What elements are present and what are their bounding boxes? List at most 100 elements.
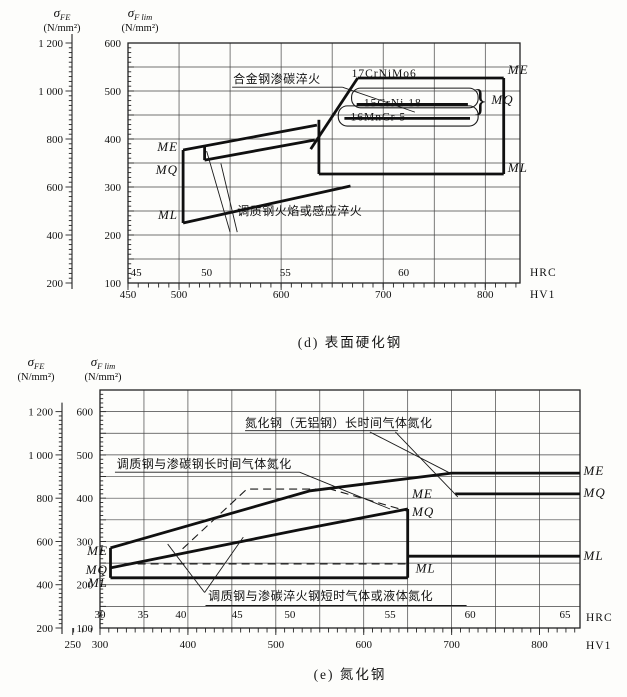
grade-label-MQ: MQ: [490, 92, 513, 107]
hv-tick-label: 800: [531, 639, 548, 651]
flim-tick-label: 400: [105, 134, 122, 146]
qt-ml-line-series: [182, 184, 351, 225]
axis-unit-label: (N/mm²): [122, 23, 159, 34]
axis-unit-label: (N/mm²): [18, 372, 55, 383]
flim-tick-label: 500: [77, 450, 94, 462]
grade-label-MQ: MQ: [411, 504, 434, 519]
hv-tick-label: 300: [92, 639, 109, 651]
hrc-tick-label: 30: [95, 609, 107, 621]
grade-label-ML: ML: [157, 207, 178, 222]
hv-tick-label: 400: [180, 639, 197, 651]
axis-unit-label: (N/mm²): [44, 23, 81, 34]
me-line-series: [110, 471, 580, 550]
carb-anno-leader: [342, 86, 416, 113]
hv-tick-label: 800: [477, 289, 494, 301]
fe-tick-label: 600: [47, 182, 64, 194]
short-nitride-anno-text: 调质钢与渗碳淬火钢短时气体或液体氮化: [208, 588, 433, 603]
grade-label-ME: ME: [583, 463, 605, 478]
fe-tick-label: 1 000: [28, 450, 53, 462]
mq-group-brace: }: [473, 82, 488, 118]
fe-tick-label: 1 200: [38, 38, 63, 50]
flim-tick-label: 400: [77, 493, 94, 505]
hv-tick-label: 600: [355, 639, 372, 651]
hrc-tick-label: 65: [560, 609, 572, 621]
hv-tick-label: 500: [171, 289, 188, 301]
hrc-axis-name: HRC: [586, 612, 613, 624]
hrc-axis-name: HRC: [530, 267, 557, 279]
grade-label-MQ: MQ: [583, 485, 606, 500]
fe-tick-label: 800: [47, 134, 64, 146]
hrc-tick-label: 60: [398, 267, 410, 279]
axis-unit-label: (N/mm²): [85, 372, 122, 383]
fe-tick-label: 1 200: [28, 407, 53, 419]
qt-anno-leader: [206, 150, 231, 233]
fe-tick-label: 200: [47, 278, 64, 290]
hv-tick-label: 600: [273, 289, 290, 301]
qt-anno-text: 调质钢火焰或感应淬火: [237, 203, 362, 218]
hrc-tick-label: 35: [138, 609, 150, 621]
hrc-tick-label: 45: [232, 609, 244, 621]
nitriding-steel-anno-leader: [369, 431, 452, 475]
qt-long-nitride-anno-text: 调质钢与渗碳钢长时间气体氮化: [117, 456, 292, 471]
hrc-tick-label: 45: [131, 267, 143, 279]
flim-axis-title: σF lim: [91, 354, 116, 371]
grade-label-MQ: MQ: [85, 562, 108, 577]
qt-anno-leader: [220, 163, 238, 233]
flim-tick-label: 300: [105, 182, 122, 194]
caption-chart-d: (d) 表面硬化钢: [297, 335, 403, 350]
hrc-tick-label: 60: [465, 609, 477, 621]
box-15crni18: [351, 87, 479, 109]
grade-label-ME: ME: [156, 139, 178, 154]
chart-d: 600 500 400 300 200 100 1 200 1 000 800 600 400 200…: [38, 5, 557, 301]
caption-chart-e: (e) 氮化钢: [313, 667, 387, 682]
flim-tick-label: 600: [105, 38, 122, 50]
hrc-tick-label: 50: [201, 267, 213, 279]
hv-tick-label: 250: [64, 639, 81, 651]
plot-border: [99, 389, 581, 629]
hrc-tick-label: 55: [385, 609, 397, 621]
grade-label-17CrNiMo6: 17CrNiMo6: [352, 68, 417, 80]
qt-long-nitride-anno-leader: [299, 471, 391, 510]
fe-tick-label: 400: [47, 230, 64, 242]
flim-axis-title: σF lim: [128, 5, 153, 22]
mq-rise-line-series: [110, 507, 408, 570]
chart-e: 600 500 400 300 200 100 1 200 1 000 800 600 400 200…: [18, 354, 613, 652]
hrc-tick-label: 40: [175, 609, 187, 621]
hrc-tick-label: 50: [284, 609, 296, 621]
grade-label-ML: ML: [87, 575, 108, 590]
grade-label-ME: ME: [411, 486, 433, 501]
grade-label-ME: ME: [507, 62, 529, 77]
fe-axis-title: σFE: [28, 354, 46, 371]
hv-tick-label: 450: [120, 289, 137, 301]
hv-tick-label: 500: [268, 639, 285, 651]
grade-label-MQ: MQ: [155, 162, 178, 177]
fe-tick-label: 1 000: [38, 86, 63, 98]
flim-tick-label: 100: [77, 623, 94, 635]
grade-label-16MnCr 5: 16MnCr 5: [351, 111, 407, 123]
fe-axis-title: σFE: [54, 5, 72, 22]
grade-label-ME: ME: [86, 543, 108, 558]
short-nitride-anno-leader: [167, 543, 205, 593]
grade-label-ML: ML: [415, 561, 436, 576]
qt-mq-line-series: [204, 138, 316, 162]
hv-axis-name: HV1: [530, 289, 555, 301]
grade-label-ML: ML: [583, 548, 604, 563]
flim-tick-label: 200: [105, 230, 122, 242]
hrc-tick-label: 55: [280, 267, 292, 279]
qt-me-line-series: [182, 123, 318, 152]
carb-anno-text: 合金钢渗碳淬火: [233, 71, 321, 86]
short-nitride-anno-leader: [204, 536, 244, 593]
hv-tick-label: 700: [375, 289, 392, 301]
grade-label-ML: ML: [507, 160, 528, 175]
nitriding-steel-anno-leader: [395, 431, 459, 498]
nitriding-steel-anno-text: 氮化钢（无铝钢）长时间气体氮化: [245, 415, 433, 430]
fe-tick-label: 400: [37, 580, 54, 592]
flim-tick-label: 100: [105, 278, 122, 290]
hv-tick-label: 700: [443, 639, 460, 651]
box-16mncr5: [337, 105, 479, 127]
fe-tick-label: 200: [37, 623, 54, 635]
grade-label-15CrNi 18: 15CrNi 18: [364, 98, 422, 110]
flim-tick-label: 200: [77, 580, 94, 592]
